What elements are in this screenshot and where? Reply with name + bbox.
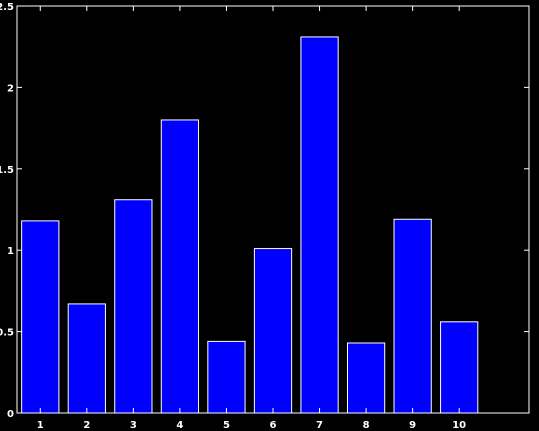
bar-10 <box>440 321 479 414</box>
bar-8 <box>346 342 386 414</box>
x-tick-label: 10 <box>452 420 466 431</box>
bar-3 <box>114 199 153 414</box>
x-tick-label: 3 <box>130 420 137 431</box>
y-tick-label: 1.5 <box>0 165 14 176</box>
y-tick-label: 2 <box>7 83 14 94</box>
bar-9 <box>393 218 432 414</box>
y-tick-label: 1 <box>7 246 14 257</box>
y-tick-label: 2.5 <box>0 2 14 13</box>
x-tick-label: 2 <box>83 420 90 431</box>
bar-6 <box>253 248 293 414</box>
bar-1 <box>21 220 60 414</box>
bar-7 <box>300 36 339 414</box>
y-tick-label: 0 <box>7 409 14 420</box>
x-tick-label: 5 <box>223 420 230 431</box>
bar-2 <box>67 303 106 414</box>
x-tick-label: 8 <box>363 420 370 431</box>
x-tick-label: 9 <box>409 420 416 431</box>
x-tick-label: 4 <box>176 420 183 431</box>
bar-4 <box>160 119 200 414</box>
x-tick-label: 7 <box>316 420 323 431</box>
y-tick-label: 0.5 <box>0 328 14 339</box>
x-tick-label: 6 <box>270 420 277 431</box>
bar-5 <box>207 340 246 414</box>
x-tick-label: 1 <box>37 420 44 431</box>
